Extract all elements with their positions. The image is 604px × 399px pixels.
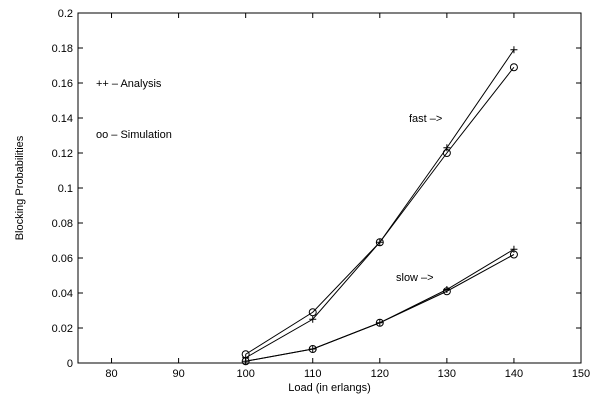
y-tick-label: 0.08: [52, 218, 73, 230]
slow-simulation-point: [308, 345, 317, 353]
slow-simulation-point: [375, 318, 384, 327]
fast-analysis-point: [510, 46, 518, 54]
plot-frame: [77, 12, 582, 364]
slow-plus-series-line: [245, 248, 515, 362]
y-tick-label: 0.04: [52, 288, 73, 300]
fast-simulation-point: [509, 63, 518, 72]
x-axis-label: Load (in erlangs): [288, 382, 371, 394]
y-tick-label: 0.02: [52, 323, 73, 335]
data-series: [241, 46, 518, 366]
slow-annotation: slow –>: [396, 272, 434, 284]
x-tick-label: 120: [371, 368, 389, 380]
analysis-legend-note: ++ – Analysis: [96, 78, 162, 90]
y-tick-label: 0.16: [52, 78, 73, 90]
x-tick-label: 80: [105, 368, 117, 380]
y-tick-label: 0.1: [58, 183, 73, 195]
x-tick-label: 90: [172, 368, 184, 380]
slow-simulation-point: [442, 287, 451, 296]
slow-simulation-point: [241, 357, 250, 366]
x-tick-label: 150: [572, 368, 590, 380]
slow-analysis-point: [510, 245, 518, 253]
fast-circle-series-line: [245, 66, 515, 355]
y-tick-label: 0.18: [52, 43, 73, 55]
x-tick-label: 140: [505, 368, 523, 380]
axis-ticks: 80 90 100 110 120 130 140 150 0 0.02 0.04 0.06 0.08 0…: [52, 8, 591, 380]
y-tick-label: 0.06: [52, 253, 73, 265]
fast-simulation-point: [442, 149, 451, 157]
x-tick-label: 110: [304, 368, 322, 380]
x-tick-label: 130: [438, 368, 456, 380]
y-tick-label: 0.12: [52, 148, 73, 160]
x-tick-label: 100: [236, 368, 254, 380]
simulation-legend-note: oo – Simulation: [96, 129, 172, 141]
slow-simulation-point: [509, 250, 518, 259]
fast-analysis-point: [309, 315, 317, 323]
fast-plus-series-line: [245, 49, 515, 359]
fast-analysis-point: [443, 144, 451, 152]
y-tick-label: 0.14: [52, 113, 73, 125]
slow-circle-series-line: [245, 254, 515, 362]
y-tick-label: 0: [67, 358, 73, 370]
fast-simulation-point: [375, 238, 384, 247]
fast-annotation: fast –>: [409, 113, 442, 125]
y-axis-label: Blocking Probabilities: [14, 135, 26, 240]
fast-simulation-point: [308, 308, 317, 317]
y-tick-label: 0.2: [58, 8, 73, 20]
